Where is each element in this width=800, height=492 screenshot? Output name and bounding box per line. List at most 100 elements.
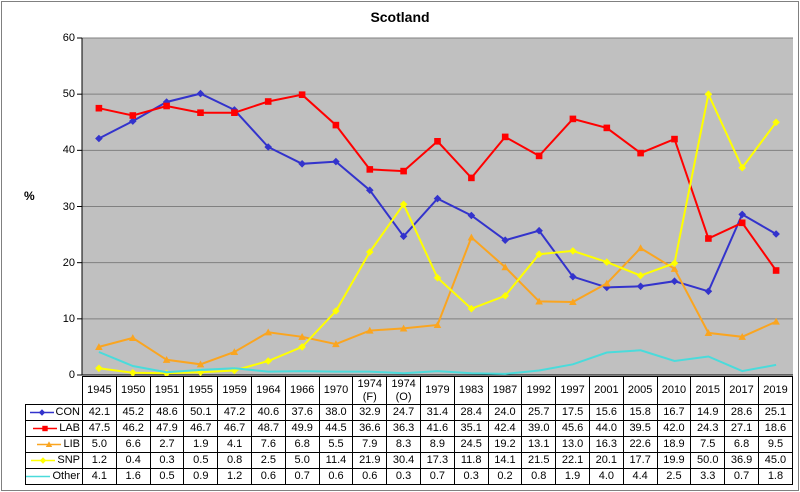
value-cell: 41.6 [419, 420, 455, 437]
value-cell: 0.7 [284, 468, 320, 485]
series-marker-con [738, 210, 746, 219]
series-row-lab: LAB 47.5 46.2 47.9 46.7 46.7 48.7 49.9 44.5 36.6 3… [25, 420, 794, 437]
series-marker-lib [366, 326, 374, 334]
year-header: 1974 (F) [352, 376, 388, 405]
y-tick-label: 30 [62, 200, 75, 213]
series-marker-snp [366, 248, 374, 256]
value-cell: 0.4 [115, 452, 151, 469]
value-cell: 50.0 [690, 452, 726, 469]
y-tick-label: 0 [68, 369, 75, 381]
year-header: 2015 [690, 376, 726, 405]
value-cell: 25.1 [757, 404, 794, 421]
legend-cell-other: Other [25, 468, 83, 485]
year-header: 1987 [487, 376, 523, 405]
value-cell: 2.5 [656, 468, 692, 485]
value-cell: 46.2 [115, 420, 151, 437]
series-marker-con [535, 226, 543, 235]
year-header: 1983 [453, 376, 489, 405]
value-cell: 7.6 [250, 436, 286, 453]
series-marker-snp [772, 118, 780, 127]
series-marker-lab [366, 166, 374, 173]
legend-cell-snp: SNP [25, 452, 83, 469]
series-marker-snp [332, 307, 340, 315]
legend-marker-con-icon [29, 408, 54, 416]
series-row-other: Other 4.1 1.6 0.5 0.9 1.2 0.6 0.7 0.6 0.6 0.3 0.7 0.… [25, 468, 794, 485]
table-corner [26, 377, 83, 405]
value-cell: 0.5 [149, 468, 185, 485]
value-cell: 42.0 [656, 420, 692, 437]
year-header: 1951 [149, 376, 185, 405]
value-cell: 35.1 [453, 420, 489, 437]
value-cell: 14.1 [487, 452, 523, 469]
series-marker-lib [535, 297, 543, 305]
value-cell: 4.1 [217, 436, 252, 453]
series-marker-snp [704, 90, 713, 98]
series-marker-lab [468, 174, 475, 182]
series-marker-lab [738, 219, 746, 227]
legend-label-other: Other [52, 470, 80, 482]
value-cell: 44.0 [588, 420, 624, 437]
year-header: 1979 [419, 376, 455, 405]
value-cell: 0.6 [318, 468, 354, 485]
series-marker-snp [264, 357, 272, 365]
value-cell: 13.0 [555, 436, 590, 453]
value-cell: 36.3 [386, 420, 421, 437]
series-marker-con [704, 287, 713, 296]
year-header: 1950 [115, 376, 151, 405]
series-marker-lib [196, 360, 205, 368]
series-marker-lib [772, 317, 780, 325]
value-cell: 48.7 [250, 420, 286, 437]
value-cell: 42.4 [487, 420, 523, 437]
y-axis-label: % [24, 189, 35, 203]
value-cell: 31.4 [419, 404, 455, 421]
year-header: 1966 [284, 376, 320, 405]
series-marker-snp [603, 258, 611, 266]
series-marker-lab [163, 102, 170, 110]
series-marker-lib [332, 340, 340, 348]
value-cell: 9.5 [757, 436, 794, 453]
series-marker-con [772, 230, 780, 238]
value-cell: 4.4 [622, 468, 658, 485]
year-header: 1964 [250, 376, 286, 405]
series-marker-lib [129, 334, 137, 341]
value-cell: 4.0 [588, 468, 624, 485]
value-cell: 3.3 [690, 468, 726, 485]
series-marker-snp [196, 368, 205, 376]
value-cell: 7.9 [352, 436, 388, 453]
value-cell: 36.9 [724, 452, 759, 469]
plot-svg [77, 37, 793, 378]
series-marker-lib [569, 298, 577, 306]
value-cell: 1.9 [555, 468, 590, 485]
y-tick-label: 60 [62, 32, 75, 44]
legend-marker-lib-icon [37, 440, 62, 447]
value-cell: 38.0 [318, 404, 354, 421]
legend-marker-shape-lab [42, 425, 48, 431]
year-header: 2001 [588, 376, 624, 405]
series-marker-con [670, 277, 679, 285]
year-header: 2019 [757, 376, 794, 405]
legend-marker-snp-icon [31, 456, 56, 464]
value-cell: 40.6 [250, 404, 286, 421]
value-cell: 5.0 [284, 452, 320, 469]
y-tick-label: 10 [62, 312, 75, 325]
value-cell: 1.6 [115, 468, 151, 485]
series-marker-lab [637, 149, 644, 157]
value-cell: 17.3 [419, 452, 455, 469]
value-cell: 13.1 [521, 436, 557, 453]
series-marker-snp [298, 343, 306, 351]
series-marker-snp [501, 292, 509, 300]
year-header-row: 1945 1950 1951 1955 1959 1964 1966 1970 1974 (F)… [26, 376, 794, 405]
series-marker-lab [603, 124, 611, 132]
value-cell: 6.6 [115, 436, 151, 453]
value-cell: 0.3 [453, 468, 489, 485]
legend-label-snp: SNP [57, 454, 80, 466]
series-marker-snp [535, 250, 543, 258]
value-cell: 48.6 [149, 404, 185, 421]
value-cell: 0.5 [183, 452, 219, 469]
chart-title: Scotland [370, 9, 430, 25]
value-cell: 30.4 [386, 452, 421, 469]
value-cell: 1.9 [183, 436, 219, 453]
value-cell: 4.1 [82, 468, 117, 485]
value-cell: 25.7 [521, 404, 557, 421]
series-marker-con [332, 157, 340, 166]
